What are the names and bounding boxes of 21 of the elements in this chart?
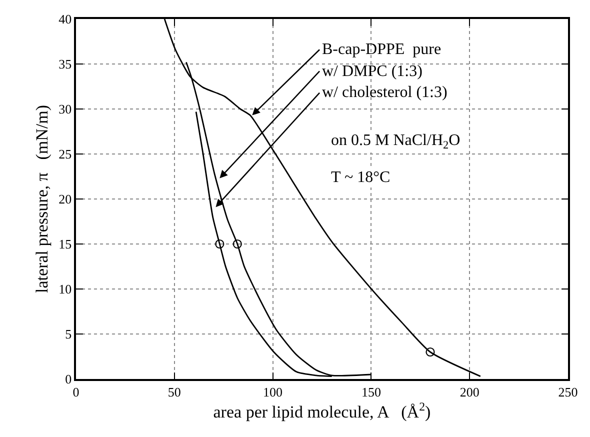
x-tick-label: 50 [168,384,181,400]
x-tick-label: 100 [263,384,283,400]
y-tick-label: 35 [58,56,72,72]
x-tick-label: 150 [361,384,381,400]
annotation: T ~ 18°C [331,169,390,186]
y-tick-label: 5 [65,326,72,342]
y-tick-label: 30 [58,102,72,117]
x-tick-label: 250 [558,384,578,400]
x-tick-label: 200 [460,384,480,400]
y-tick-label: 40 [58,12,72,27]
y-tick-label: 0 [65,372,72,387]
x-axis-title: area per lipid molecule, A (Å$^{2}$) [213,399,431,422]
annotation: w/ DMPC (1:3) [322,63,422,80]
y-tick-label: 10 [58,282,72,297]
y-axis-title: lateral pressure, π (mN/m) [32,105,52,293]
y-tick-label: 20 [58,192,72,207]
annotation: on 0.5 M NaCl/H$_{2}$O [331,132,460,152]
y-tick-label: 25 [58,146,72,162]
annotation: w/ cholesterol (1:3) [322,84,448,101]
y-tick-label: 15 [58,236,72,252]
annotation: B-cap-DPPE pure [322,41,442,58]
